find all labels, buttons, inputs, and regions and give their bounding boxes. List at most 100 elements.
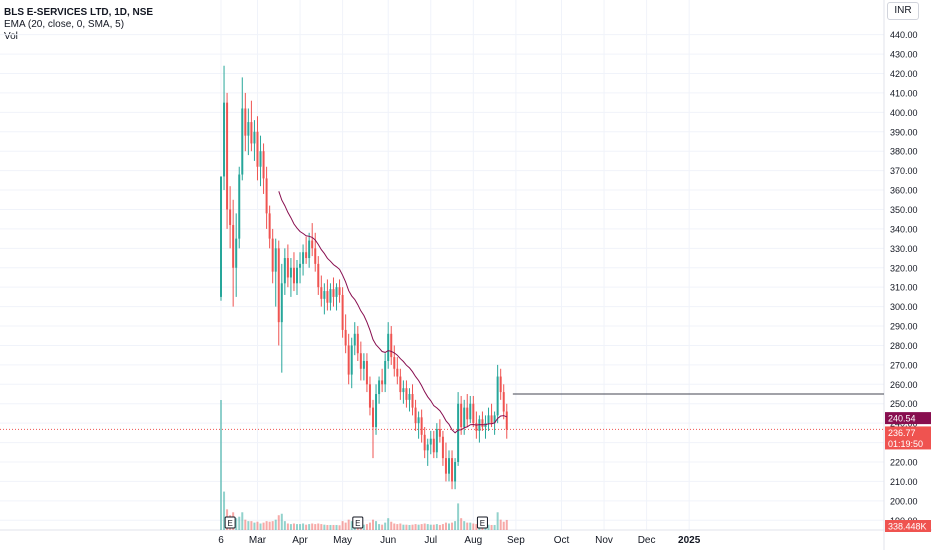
time-tick-label: Apr (292, 535, 308, 546)
volume-bar (414, 524, 417, 530)
candle-body (350, 345, 353, 375)
candle-body (314, 248, 317, 264)
earnings-marker (224, 516, 236, 529)
volume-bar (432, 524, 435, 530)
price-axis[interactable]: 190.00200.00210.00220.00230.00240.00250.… (890, 30, 918, 526)
candle-body (302, 252, 305, 264)
candle-body (274, 248, 277, 272)
candle-body (387, 333, 390, 361)
price-tick-label: 430.00 (890, 50, 918, 60)
earnings-marker (352, 516, 364, 529)
volume-bar (438, 524, 441, 530)
candle-body (329, 289, 332, 303)
volume-bar (326, 524, 329, 530)
volume-bar (372, 519, 374, 530)
candle-body (359, 353, 362, 369)
candle-body (299, 263, 302, 268)
volume-bar (444, 522, 447, 530)
candle-body (283, 258, 286, 284)
candle-body (469, 403, 472, 420)
candle-body (296, 267, 298, 284)
candle-body (435, 428, 438, 453)
volume-indicator-label[interactable]: Vol (4, 31, 18, 42)
last-price-label: 236.77 (888, 428, 916, 438)
volume-bar (238, 516, 241, 530)
price-tick-label: 320.00 (890, 263, 918, 273)
price-tick-label: 400.00 (890, 108, 918, 118)
volume-bar (347, 519, 350, 530)
price-tick-label: 390.00 (890, 127, 918, 137)
candle-body (490, 415, 493, 424)
candle-body (444, 458, 447, 474)
countdown-label: 01:19:50 (888, 439, 923, 449)
candle-body (368, 384, 371, 408)
volume-bar (390, 521, 393, 530)
candle-body (390, 333, 393, 358)
candle-body (353, 333, 356, 346)
volume-bar (505, 519, 508, 530)
candle-body (292, 267, 295, 284)
volume-bar (475, 524, 478, 530)
ema-indicator-label[interactable]: EMA (20, close, 0, SMA, 5) (4, 19, 125, 30)
candle-body (411, 394, 414, 408)
earnings-marker-label: E (480, 519, 485, 528)
time-tick-label: Jul (424, 535, 437, 546)
candle-body (317, 263, 320, 288)
candle-body (320, 287, 323, 299)
candle-body (268, 213, 271, 239)
volume-bar (338, 525, 341, 530)
volume-bar (253, 522, 256, 530)
time-axis[interactable]: 6 Mar Apr May Jun Jul Aug Sep Oct Nov Dec 2025 (218, 535, 701, 546)
volume-bar (350, 521, 353, 530)
volume-bar (256, 521, 259, 530)
price-tick-label: 250.00 (890, 399, 918, 409)
volume-bar (302, 523, 305, 530)
candle-body (420, 417, 423, 435)
ema-20-line (278, 191, 507, 434)
candle-body (438, 428, 441, 437)
volume-bar (487, 524, 490, 530)
time-tick-label: Dec (638, 535, 656, 546)
candle-body (335, 287, 338, 297)
volume-bar (399, 523, 402, 530)
price-tick-label: 270.00 (890, 360, 918, 370)
candle-body (399, 376, 402, 393)
ema-line (278, 191, 507, 434)
candle-body (271, 238, 274, 272)
volume-bar (472, 523, 475, 530)
candle-body (277, 248, 280, 323)
volume-bar (408, 524, 411, 530)
volume-bar (454, 521, 457, 530)
volume-bar (384, 522, 387, 530)
time-tick-label: Jun (380, 535, 396, 546)
candle-body (426, 444, 429, 451)
price-tick-label: 300.00 (890, 302, 918, 312)
candlesticks (220, 65, 508, 490)
candle-body (417, 417, 420, 424)
volume-bar (344, 522, 347, 530)
candle-body (505, 411, 508, 430)
volume-bar (362, 524, 365, 530)
candle-body (502, 392, 505, 412)
volume-bar (277, 515, 280, 530)
time-tick-label: May (333, 535, 352, 546)
candle-body (393, 357, 396, 369)
volume-bar (250, 521, 253, 530)
currency-selector[interactable]: INR (887, 2, 919, 20)
candle-body (472, 403, 475, 424)
candle-body (362, 361, 365, 369)
time-tick-label: Nov (595, 535, 613, 546)
time-tick-label: 6 (218, 535, 224, 546)
candle-body (499, 376, 502, 393)
candle-body (466, 407, 469, 420)
volume-bar (460, 518, 463, 530)
candle-body (448, 458, 450, 474)
volume-bar (420, 524, 423, 530)
candle-body (235, 238, 238, 268)
time-tick-label: Mar (249, 535, 267, 546)
candle-body (384, 361, 387, 385)
price-levels (0, 393, 884, 430)
volume-bar (308, 524, 311, 530)
